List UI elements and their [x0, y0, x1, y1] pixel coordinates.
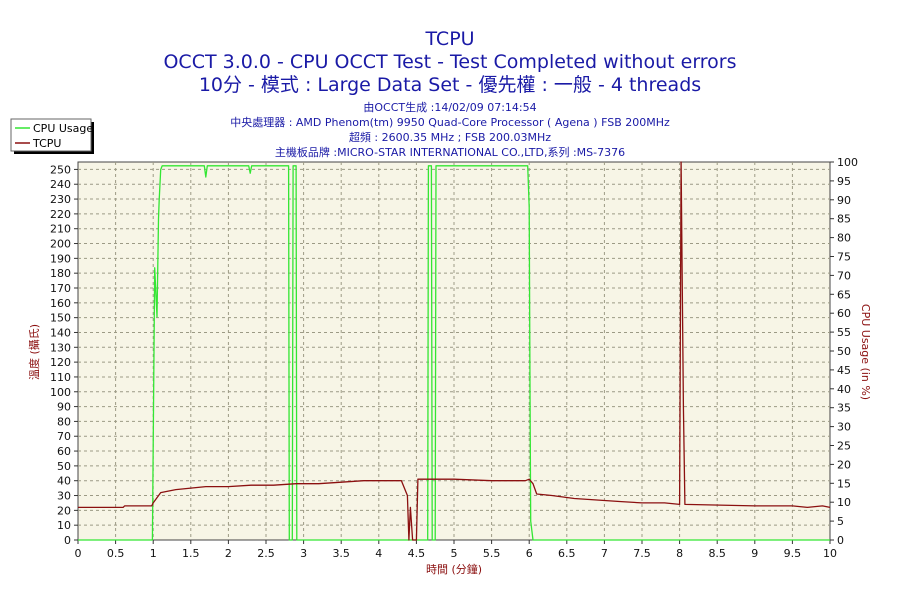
right-tick-label: 50	[837, 345, 851, 358]
left-tick-label: 130	[50, 341, 71, 354]
x-tick-label: 2.5	[257, 547, 275, 560]
x-tick-label: 0	[75, 547, 82, 560]
info-overclock: 超頻 : 2600.35 MHz ; FSB 200.03MHz	[348, 131, 552, 144]
x-tick-label: 0.5	[107, 547, 125, 560]
left-tick-label: 10	[57, 519, 71, 532]
left-tick-label: 110	[50, 371, 71, 384]
info-motherboard: 主機板品牌 :MICRO-STAR INTERNATIONAL CO.,LTD,…	[274, 146, 626, 159]
x-tick-label: 8	[676, 547, 683, 560]
chart-subtitle-test: OCCT 3.0.0 - CPU OCCT Test - Test Comple…	[163, 51, 737, 73]
right-tick-label: 85	[837, 213, 851, 226]
right-tick-label: 45	[837, 364, 851, 377]
left-tick-label: 220	[50, 208, 71, 221]
x-tick-label: 5.5	[483, 547, 501, 560]
right-tick-label: 70	[837, 269, 851, 282]
left-tick-label: 100	[50, 386, 71, 399]
right-tick-label: 35	[837, 402, 851, 415]
legend-box	[10, 118, 92, 152]
right-axis-ticks: 0 5 10 15 20 25 30 35 40 45 50 55 60 65 70 75 80 85 90 95 10…	[830, 156, 858, 547]
x-tick-label: 7	[601, 547, 608, 560]
left-tick-label: 60	[57, 445, 71, 458]
series-line-tcpu	[78, 161, 831, 541]
left-tick-label: 80	[57, 415, 71, 428]
x-tick-label: 1	[150, 547, 157, 560]
right-tick-label: 20	[837, 458, 851, 471]
x-tick-label: 9	[751, 547, 758, 560]
legend-label-cpu-usage: CPU Usage	[33, 122, 93, 135]
left-tick-label: 40	[57, 475, 71, 488]
right-tick-label: 55	[837, 326, 851, 339]
left-tick-label: 210	[50, 223, 71, 236]
x-tick-label: 3.5	[332, 547, 350, 560]
grid-lines	[78, 162, 830, 540]
left-tick-label: 90	[57, 401, 71, 414]
right-tick-label: 15	[837, 477, 851, 490]
left-tick-label: 170	[50, 282, 71, 295]
right-tick-label: 40	[837, 383, 851, 396]
x-tick-label: 9.5	[784, 547, 802, 560]
right-tick-label: 25	[837, 440, 851, 453]
x-tick-label: 4.5	[408, 547, 426, 560]
right-tick-label: 100	[837, 156, 858, 169]
right-tick-label: 0	[837, 534, 844, 547]
left-tick-label: 180	[50, 267, 71, 280]
left-tick-label: 200	[50, 238, 71, 251]
right-tick-label: 80	[837, 232, 851, 245]
x-tick-label: 1.5	[182, 547, 200, 560]
right-tick-label: 5	[837, 515, 844, 528]
left-tick-label: 120	[50, 356, 71, 369]
right-tick-label: 90	[837, 194, 851, 207]
right-axis-title: CPU Usage (in %)	[859, 304, 872, 400]
right-tick-label: 10	[837, 496, 851, 509]
right-tick-label: 60	[837, 307, 851, 320]
left-axis-title: 溫度 (攝氏)	[27, 324, 41, 380]
info-cpu: 中央處理器 : AMD Phenom(tm) 9950 Quad-Core Pr…	[230, 116, 670, 129]
left-tick-label: 30	[57, 490, 71, 503]
legend: CPU Usage TCPU	[10, 118, 94, 154]
left-tick-label: 230	[50, 193, 71, 206]
left-tick-label: 0	[64, 534, 71, 547]
info-generated: 由OCCT生成 :14/02/09 07:14:54	[363, 101, 537, 114]
left-tick-label: 150	[50, 312, 71, 325]
left-tick-label: 250	[50, 163, 71, 176]
right-tick-label: 30	[837, 421, 851, 434]
x-tick-label: 8.5	[708, 547, 726, 560]
series-line-cpu-usage	[78, 165, 830, 541]
x-tick-label: 2	[225, 547, 232, 560]
left-axis-ticks: 0102030405060708090100110120130140150160…	[50, 163, 78, 547]
x-tick-label: 10	[823, 547, 837, 560]
x-tick-label: 4	[375, 547, 382, 560]
left-tick-label: 20	[57, 504, 71, 517]
x-axis-title: 時間 (分鐘)	[426, 562, 482, 576]
series-layer	[78, 161, 831, 541]
legend-label-tcpu: TCPU	[32, 137, 61, 150]
x-tick-label: 3	[300, 547, 307, 560]
chart-title: TCPU	[425, 28, 475, 50]
left-tick-label: 50	[57, 460, 71, 473]
left-tick-label: 190	[50, 252, 71, 265]
x-tick-label: 7.5	[633, 547, 651, 560]
x-tick-label: 5	[451, 547, 458, 560]
x-tick-label: 6.5	[558, 547, 576, 560]
left-tick-label: 140	[50, 326, 71, 339]
x-axis-ticks: 0 0.5 1 1.5 2 2.5 3 3.5 4 4.5 5 5.5 6 6.5 7 7.5 8 8.5 9 9.5…	[75, 540, 837, 560]
left-tick-label: 240	[50, 178, 71, 191]
right-tick-label: 75	[837, 251, 851, 264]
left-tick-label: 70	[57, 430, 71, 443]
x-tick-label: 6	[526, 547, 533, 560]
chart-subtitle-mode: 10分 - 模式 : Large Data Set - 優先權 : 一般 - 4…	[198, 74, 702, 96]
right-tick-label: 65	[837, 288, 851, 301]
chart-title-block: TCPU OCCT 3.0.0 - CPU OCCT Test - Test C…	[0, 0, 900, 159]
right-tick-label: 95	[837, 175, 851, 188]
left-tick-label: 160	[50, 297, 71, 310]
